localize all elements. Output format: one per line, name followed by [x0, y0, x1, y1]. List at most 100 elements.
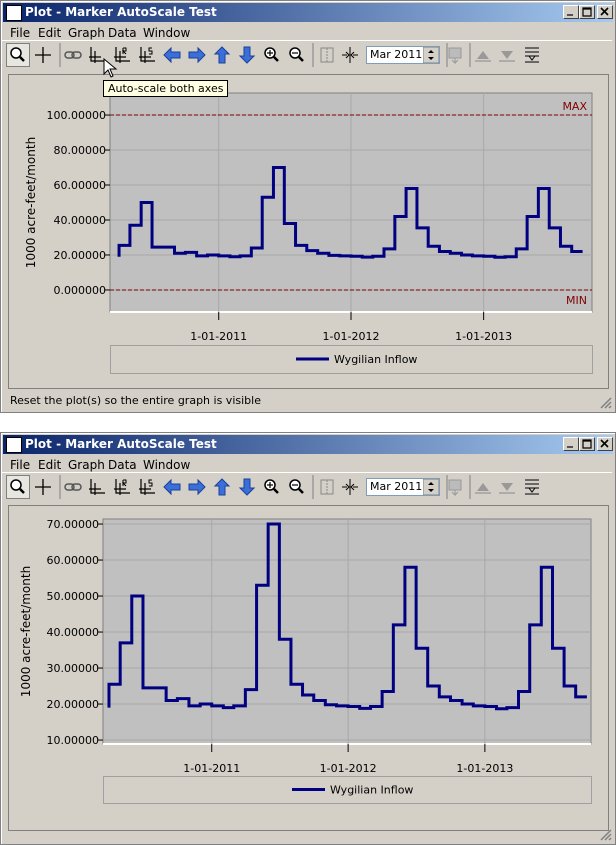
toolbar-button[interactable]	[525, 479, 539, 495]
legend-label: Wygilian Inflow	[330, 784, 413, 797]
menu-item[interactable]: Graph	[68, 26, 105, 40]
toolbar-button[interactable]	[114, 47, 130, 63]
toolbar-button[interactable]	[475, 51, 491, 62]
toolbar-button[interactable]	[188, 46, 206, 64]
grip-lines	[600, 397, 612, 409]
toolbar-button[interactable]	[163, 46, 181, 64]
icon-part	[448, 47, 462, 59]
title-bar: Plot - Marker AutoScale Test	[3, 435, 613, 454]
toolbar-button[interactable]	[320, 479, 334, 495]
y-tick-label: 10.00000	[47, 734, 100, 747]
y-tick-label: 70.00000	[47, 518, 100, 531]
spinner-bg	[423, 479, 439, 495]
icon-part	[114, 47, 130, 63]
toolbar-button[interactable]	[213, 478, 231, 496]
menu-item[interactable]: File	[10, 458, 31, 472]
icon-part	[35, 479, 51, 495]
close-button[interactable]	[597, 437, 613, 451]
icon-part	[139, 479, 155, 495]
date-field[interactable]: Mar 2011	[366, 478, 440, 496]
toolbar-button[interactable]	[320, 47, 334, 63]
window: 0.000000 20.00000 40.00000 60.00000 80.00000…	[0, 0, 616, 413]
toolbar-button[interactable]	[238, 478, 256, 496]
menu-item[interactable]: Graph	[68, 458, 105, 472]
icon-part	[345, 51, 355, 59]
y-tick-label: 60.00000	[54, 179, 107, 192]
toolbar-button[interactable]	[64, 483, 82, 491]
button-glyph	[567, 14, 573, 16]
toolbar-button[interactable]	[139, 47, 155, 63]
button-glyph	[567, 446, 573, 448]
toolbar-button[interactable]	[35, 47, 51, 63]
menu-item[interactable]: Window	[143, 458, 191, 472]
icon-part	[114, 479, 130, 495]
toolbar-button[interactable]	[89, 479, 105, 495]
menu-item[interactable]: Data	[108, 458, 137, 472]
maximize-button[interactable]	[579, 437, 595, 451]
toolbar-button[interactable]	[64, 51, 82, 59]
toolbar-button[interactable]	[475, 483, 491, 494]
icon-part	[501, 51, 513, 59]
toolbar-button[interactable]	[448, 47, 462, 65]
toolbar-button[interactable]	[10, 47, 25, 62]
icon-part	[89, 47, 105, 63]
maximize-button[interactable]	[579, 5, 595, 19]
resize-grip[interactable]	[599, 828, 613, 842]
icon-part	[64, 483, 75, 491]
toolbar-button[interactable]	[525, 47, 539, 63]
date-spinner[interactable]	[423, 47, 439, 63]
icon-part	[477, 483, 489, 491]
icon-part	[188, 478, 206, 496]
y-tick-label: 60.00000	[47, 554, 100, 567]
y-axis-label: 1000 acre-feet/month	[19, 566, 33, 697]
window: 10.00000 20.00000 30.00000 40.00000 50.00000…	[0, 432, 616, 845]
menu-item[interactable]: Window	[143, 26, 191, 40]
toolbar-button[interactable]	[342, 47, 358, 63]
reference-label: MIN	[566, 294, 587, 307]
button-glyph	[600, 439, 609, 448]
close-button[interactable]	[597, 5, 613, 19]
toolbar-button[interactable]	[35, 479, 51, 495]
toolbar-button[interactable]	[264, 479, 279, 494]
date-field[interactable]: Mar 2011	[366, 46, 440, 64]
toolbar-button[interactable]	[264, 47, 279, 62]
resize-grip[interactable]	[599, 396, 613, 410]
minimize-button[interactable]	[563, 5, 579, 19]
toolbar-button[interactable]	[114, 479, 130, 495]
toolbar-button[interactable]	[342, 479, 358, 495]
menu-item[interactable]: File	[10, 26, 31, 40]
toolbar-button[interactable]	[188, 478, 206, 496]
icon-part	[19, 56, 25, 62]
button-glyph	[582, 439, 592, 449]
toolbar-button[interactable]	[10, 479, 25, 494]
y-tick-label: 80.00000	[54, 144, 107, 157]
icon-part	[345, 483, 355, 491]
minimize-button[interactable]	[563, 437, 579, 451]
icon-part	[10, 47, 22, 59]
toolbar	[2, 472, 612, 499]
plot-area	[102, 518, 592, 745]
toolbar-button[interactable]	[163, 478, 181, 496]
y-tick-label: 20.00000	[54, 249, 107, 262]
series-line	[117, 166, 583, 259]
chart: 0.000000 20.00000 40.00000 60.00000 80.00000…	[8, 74, 609, 389]
app-icon	[6, 437, 22, 453]
icon-part	[163, 46, 181, 64]
toolbar-button[interactable]	[499, 483, 515, 494]
toolbar-button[interactable]	[289, 47, 304, 62]
icon-part	[477, 51, 489, 59]
legend-box	[103, 776, 592, 804]
toolbar-button[interactable]	[499, 51, 515, 62]
toolbar-button[interactable]	[89, 47, 105, 63]
date-spinner[interactable]	[423, 479, 439, 495]
menu-item[interactable]: Data	[108, 26, 137, 40]
menu-item[interactable]: Edit	[38, 26, 62, 40]
toolbar-button[interactable]	[139, 479, 155, 495]
icon-part	[501, 483, 513, 491]
toolbar-button[interactable]	[448, 479, 462, 497]
spinner-arrows	[428, 50, 434, 60]
menu-item[interactable]: Edit	[38, 458, 62, 472]
toolbar-button[interactable]	[238, 46, 256, 64]
toolbar-button[interactable]	[289, 479, 304, 494]
toolbar-button[interactable]	[213, 46, 231, 64]
